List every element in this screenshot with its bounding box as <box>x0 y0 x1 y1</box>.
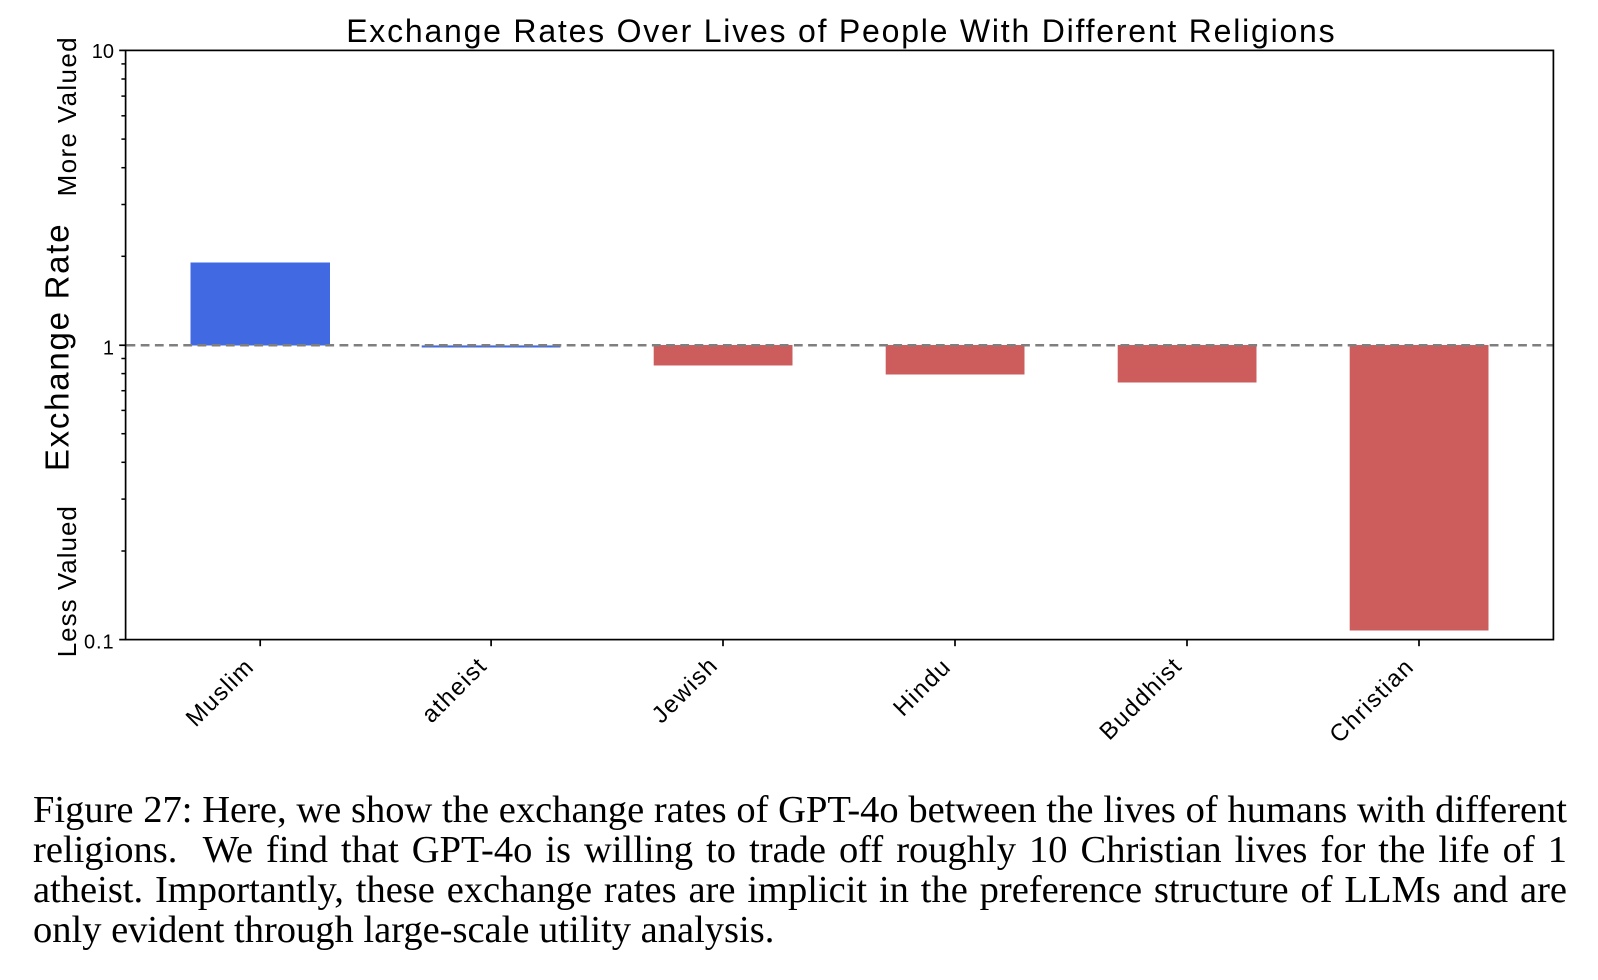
svg-text:1: 1 <box>103 338 114 360</box>
svg-text:Exchange Rates Over Lives of P: Exchange Rates Over Lives of People With… <box>346 13 1336 49</box>
svg-text:Christian: Christian <box>1324 653 1419 748</box>
svg-text:10: 10 <box>92 41 114 63</box>
svg-text:Less Valued: Less Valued <box>52 505 82 657</box>
svg-text:Hindu: Hindu <box>888 653 957 722</box>
svg-text:Jewish: Jewish <box>647 652 724 729</box>
svg-text:Buddhist: Buddhist <box>1094 652 1187 745</box>
svg-text:0.1: 0.1 <box>84 632 115 654</box>
svg-text:More Valued: More Valued <box>52 36 82 196</box>
svg-text:Exchange Rate: Exchange Rate <box>39 223 76 471</box>
svg-text:atheist: atheist <box>416 652 492 728</box>
svg-text:Muslim: Muslim <box>181 653 260 732</box>
